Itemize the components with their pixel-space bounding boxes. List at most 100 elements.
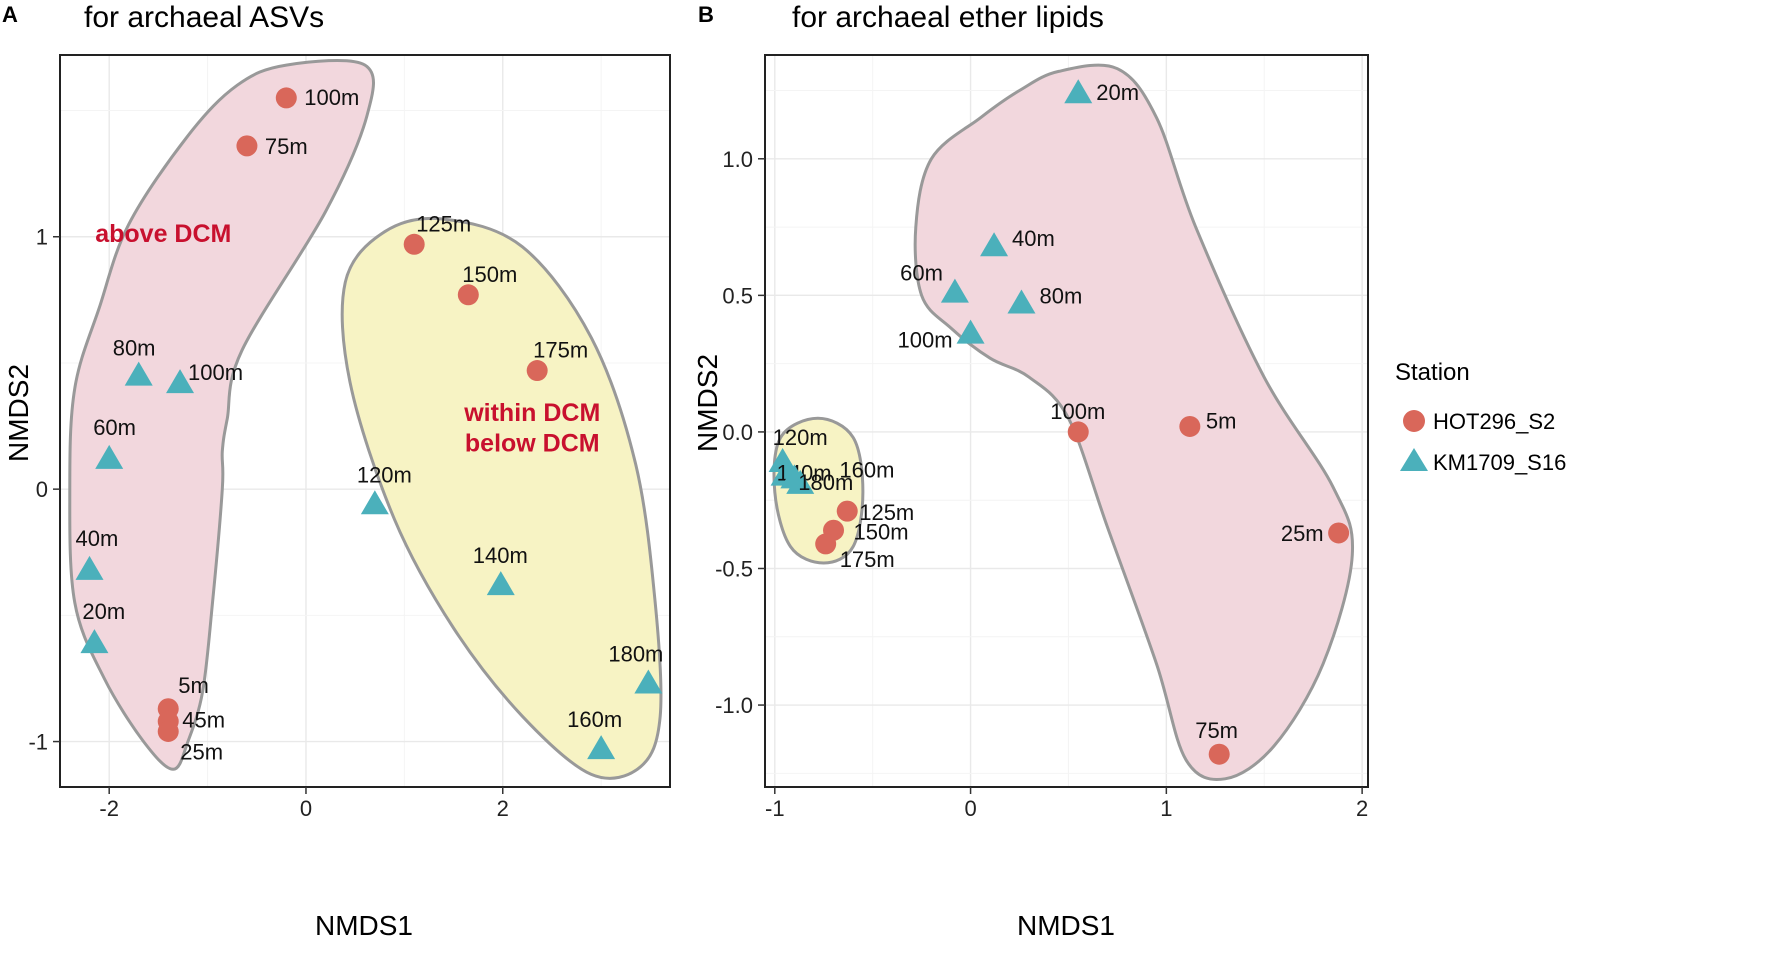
point-km1709_s16-100m: [956, 319, 985, 344]
point-label-75m: 75m: [1195, 718, 1238, 743]
panel-a-ylabel: NMDS2: [3, 364, 34, 462]
point-label-5m: 5m: [1206, 408, 1237, 433]
point-label-20m: 20m: [82, 599, 125, 624]
point-label-160m: 160m: [567, 707, 622, 732]
panel-a-letter: A: [2, 2, 18, 27]
legend-title: Station: [1395, 359, 1470, 386]
point-km1709_s16-120m: [768, 447, 797, 472]
point-hot296_s2-150m: [457, 284, 479, 306]
point-label-80m: 80m: [1039, 284, 1082, 309]
point-hot296_s2-175m: [526, 360, 548, 382]
point-km1709_s16-180m: [786, 469, 815, 494]
point-hot296_s2-100m: [275, 87, 297, 109]
x-tick-label: -1: [765, 796, 785, 821]
point-label-40m: 40m: [1012, 226, 1055, 251]
group-label-2: within DCM: [463, 399, 600, 427]
y-tick-label: 0: [36, 477, 48, 502]
panel-a-hull-2: [340, 216, 663, 780]
panel-a-xlabel: NMDS1: [315, 910, 413, 941]
point-label-60m: 60m: [93, 415, 136, 440]
point-label-150m: 150m: [854, 519, 909, 544]
point-label-120m: 120m: [773, 425, 828, 450]
x-tick-label: -2: [99, 796, 119, 821]
y-tick-label: 0.0: [722, 420, 753, 445]
point-label-100m: 100m: [304, 85, 359, 110]
point-hot296_s2-175m: [815, 533, 837, 555]
x-tick-label: 0: [300, 796, 312, 821]
y-tick-label: 1.0: [722, 147, 753, 172]
point-km1709_s16-120m: [360, 490, 389, 515]
point-label-25m: 25m: [180, 739, 223, 764]
panel-b-xlabel: NMDS1: [1017, 910, 1115, 941]
point-km1709_s16-80m: [1007, 289, 1036, 314]
point-label-120m: 120m: [357, 462, 412, 487]
x-tick-label: 2: [1356, 796, 1368, 821]
panel-a-title: for archaeal ASVs: [84, 1, 324, 34]
point-label-180m: 180m: [608, 642, 663, 667]
point-label-60m: 60m: [900, 261, 943, 286]
point-label-40m: 40m: [76, 526, 119, 551]
point-hot296_s2-25m: [1328, 522, 1350, 544]
point-label-5m: 5m: [178, 673, 209, 698]
panel-b-letter: B: [698, 2, 714, 27]
point-hot296_s2-75m: [236, 135, 258, 157]
point-label-125m: 125m: [859, 500, 914, 525]
point-label-160m: 160m: [839, 457, 894, 482]
panel-b-plot: -1 0 1 2 -1.0 -0.5 0.0 0.5 1.0 100m 5m 25m 75m 125m15…: [715, 54, 1369, 821]
x-tick-label: 1: [1160, 796, 1172, 821]
panel-b-frame: [764, 54, 1369, 788]
panel-a-hull-1: [68, 58, 375, 771]
point-km1709_s16-20m: [80, 629, 109, 654]
point-hot296_s2-125m: [403, 233, 425, 255]
point-hot296_s2-25m: [157, 720, 179, 742]
y-tick-label: 1: [36, 225, 48, 250]
legend-hot296-marker: [1403, 410, 1425, 432]
legend-hot296-label: HOT296_S2: [1433, 409, 1555, 434]
point-label-100m: 100m: [1050, 399, 1105, 424]
point-label-175m: 175m: [840, 547, 895, 572]
panel-b-hull-1: [913, 63, 1355, 781]
group-label-1: above DCM: [95, 220, 231, 248]
point-km1709_s16-80m: [124, 361, 153, 386]
point-km1709_s16-160m: [587, 735, 616, 760]
legend: Station HOT296_S2 KM1709_S16: [1395, 359, 1566, 475]
point-hot296_s2-125m: [836, 500, 858, 522]
point-label-75m: 75m: [265, 134, 308, 159]
y-tick-label: -0.5: [715, 556, 753, 581]
point-label-180m: 180m: [798, 470, 853, 495]
point-label-100m: 100m: [188, 360, 243, 385]
point-label-125m: 125m: [416, 211, 471, 236]
y-tick-label: -1: [28, 730, 48, 755]
x-tick-label: 2: [497, 796, 509, 821]
point-hot296_s2-100m: [1067, 421, 1089, 443]
point-label-45m: 45m: [182, 707, 225, 732]
point-km1709_s16-20m: [1064, 79, 1093, 104]
y-tick-label: -1.0: [715, 693, 753, 718]
point-km1709_s16-60m: [95, 444, 124, 469]
panel-b-ylabel: NMDS2: [692, 354, 723, 452]
legend-km1709-label: KM1709_S16: [1433, 450, 1566, 475]
point-label-175m: 175m: [533, 338, 588, 363]
point-km1709_s16-60m: [940, 278, 969, 303]
legend-km1709-marker: [1400, 448, 1428, 471]
point-label-100m: 100m: [898, 328, 953, 353]
point-km1709_s16-180m: [634, 669, 663, 694]
y-tick-label: 0.5: [722, 283, 753, 308]
group-label-3: below DCM: [465, 429, 600, 457]
point-hot296_s2-75m: [1208, 743, 1230, 765]
point-km1709_s16-40m: [980, 232, 1009, 257]
point-label-25m: 25m: [1281, 521, 1324, 546]
point-hot296_s2-5m: [1179, 415, 1201, 437]
point-label-20m: 20m: [1096, 80, 1139, 105]
point-label-140m: 140m: [473, 543, 528, 568]
panel-a-frame: [59, 54, 671, 788]
point-km1709_s16-140m: [486, 571, 515, 596]
point-km1709_s16-100m: [166, 369, 195, 394]
point-km1709_s16-40m: [75, 555, 104, 580]
point-label-150m: 150m: [462, 262, 517, 287]
point-label-80m: 80m: [113, 336, 156, 361]
x-tick-label: 0: [964, 796, 976, 821]
panel-b-title: for archaeal ether lipids: [792, 1, 1104, 34]
